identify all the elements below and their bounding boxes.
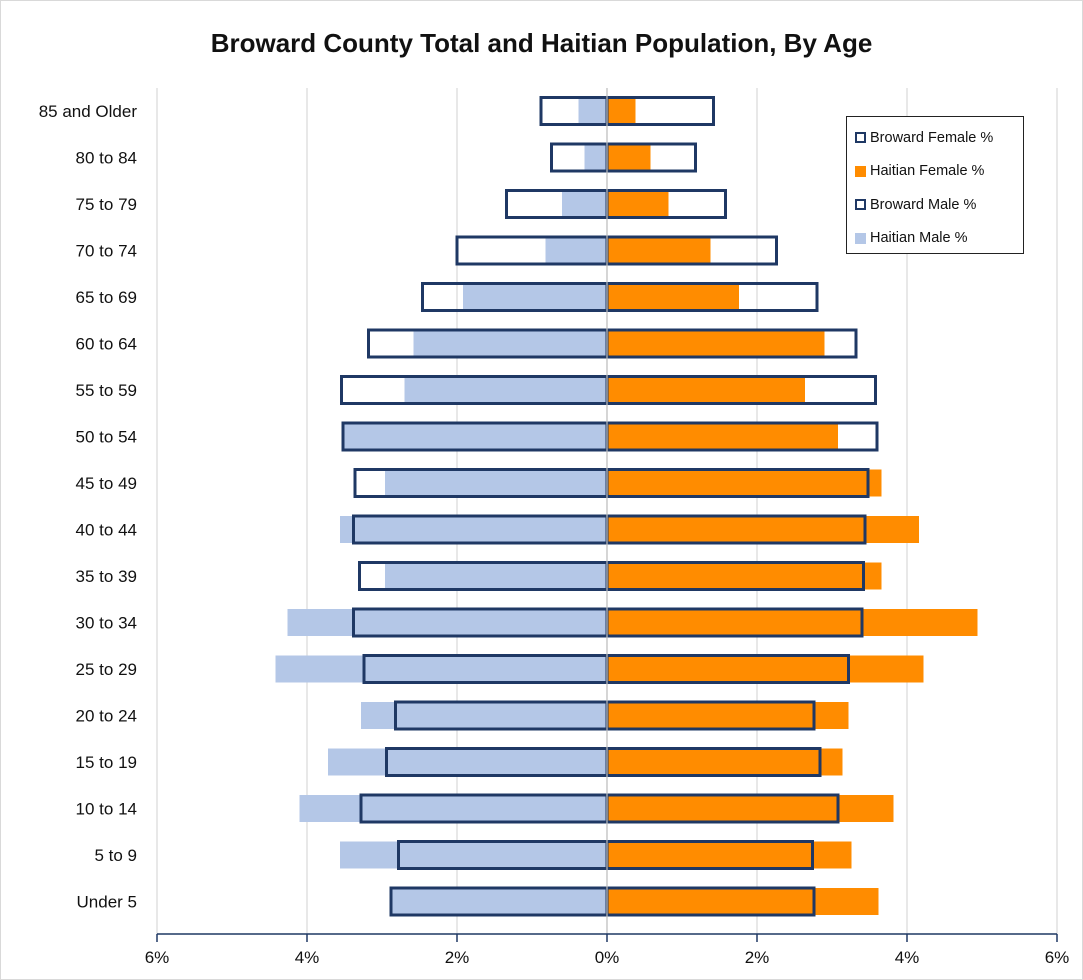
category-label-11: 30 to 34 <box>76 614 137 633</box>
bar-haitian-female-10 <box>607 562 882 590</box>
category-label-8: 45 to 49 <box>76 474 137 493</box>
legend-label-haitian-male: Haitian Male % <box>870 230 968 247</box>
bar-haitian-female-4 <box>607 283 739 311</box>
bar-haitian-female-17 <box>607 888 879 915</box>
category-label-3: 70 to 74 <box>76 242 137 261</box>
bar-haitian-male-9 <box>340 516 607 543</box>
legend-swatch-haitian-male <box>855 232 866 244</box>
bar-haitian-female-8 <box>607 469 882 497</box>
x-tick-label-3: 0% <box>595 948 620 967</box>
category-label-1: 80 to 84 <box>76 149 137 168</box>
legend-item-haitian-male: Haitian Male % <box>855 222 1023 256</box>
category-label-10: 35 to 39 <box>76 567 137 586</box>
legend-swatch-haitian-female <box>855 165 866 177</box>
bar-haitian-male-15 <box>299 795 607 822</box>
legend-label-broward-male: Broward Male % <box>870 196 977 213</box>
category-label-13: 20 to 24 <box>76 707 137 726</box>
bar-haitian-female-14 <box>607 748 843 776</box>
x-tick-label-5: 4% <box>895 948 920 967</box>
bar-haitian-male-4 <box>463 283 607 311</box>
category-label-0: 85 and Older <box>39 102 138 121</box>
bar-haitian-female-11 <box>607 609 978 636</box>
bar-haitian-male-2 <box>562 190 607 218</box>
bar-haitian-male-17 <box>389 888 607 915</box>
x-tick-label-1: 4% <box>295 948 320 967</box>
category-label-15: 10 to 14 <box>76 800 137 819</box>
bar-haitian-male-1 <box>584 144 607 171</box>
legend-label-broward-female: Broward Female % <box>870 129 994 146</box>
chart-legend: Broward Female % Haitian Female % Browar… <box>846 116 1024 254</box>
bar-haitian-female-13 <box>607 702 849 729</box>
bar-haitian-male-10 <box>385 562 607 590</box>
bar-haitian-female-12 <box>607 655 924 683</box>
legend-label-haitian-female: Haitian Female % <box>870 163 985 180</box>
category-label-17: Under 5 <box>77 893 137 912</box>
category-label-6: 55 to 59 <box>76 381 137 400</box>
bar-haitian-female-1 <box>607 144 651 171</box>
x-tick-label-6: 6% <box>1045 948 1070 967</box>
bar-haitian-female-3 <box>607 237 711 264</box>
bar-haitian-male-13 <box>361 702 607 729</box>
legend-item-broward-female: Broward Female % <box>855 121 1023 155</box>
bar-haitian-male-11 <box>287 609 607 636</box>
bar-haitian-male-0 <box>578 97 607 125</box>
bar-haitian-female-5 <box>607 330 825 357</box>
bar-haitian-male-8 <box>385 469 607 497</box>
chart-title: Broward County Total and Haitian Populat… <box>210 28 873 58</box>
legend-swatch-broward-male <box>855 199 866 211</box>
bar-haitian-female-0 <box>607 97 636 125</box>
bar-haitian-male-7 <box>343 423 607 450</box>
bar-haitian-male-16 <box>340 841 607 869</box>
legend-item-haitian-female: Haitian Female % <box>855 155 1023 189</box>
x-tick-label-2: 2% <box>445 948 470 967</box>
bar-haitian-male-12 <box>275 655 607 683</box>
x-tick-label-4: 2% <box>745 948 770 967</box>
x-tick-label-0: 6% <box>145 948 170 967</box>
category-label-7: 50 to 54 <box>76 428 137 447</box>
bar-haitian-female-2 <box>607 190 669 218</box>
bar-haitian-female-9 <box>607 516 919 543</box>
bar-haitian-male-5 <box>413 330 607 357</box>
bar-haitian-female-6 <box>607 376 805 404</box>
category-label-16: 5 to 9 <box>94 846 137 865</box>
legend-item-broward-male: Broward Male % <box>855 188 1023 222</box>
bar-haitian-female-16 <box>607 841 852 869</box>
category-label-2: 75 to 79 <box>76 195 137 214</box>
bar-haitian-male-3 <box>545 237 607 264</box>
category-label-5: 60 to 64 <box>76 335 137 354</box>
category-label-9: 40 to 44 <box>76 521 137 540</box>
bar-haitian-female-7 <box>607 423 838 450</box>
category-label-12: 25 to 29 <box>76 660 137 679</box>
bar-haitian-male-6 <box>404 376 607 404</box>
category-label-4: 65 to 69 <box>76 288 137 307</box>
bar-haitian-male-14 <box>328 748 607 776</box>
legend-swatch-broward-female <box>855 132 866 144</box>
bar-haitian-female-15 <box>607 795 894 822</box>
category-label-14: 15 to 19 <box>76 753 137 772</box>
